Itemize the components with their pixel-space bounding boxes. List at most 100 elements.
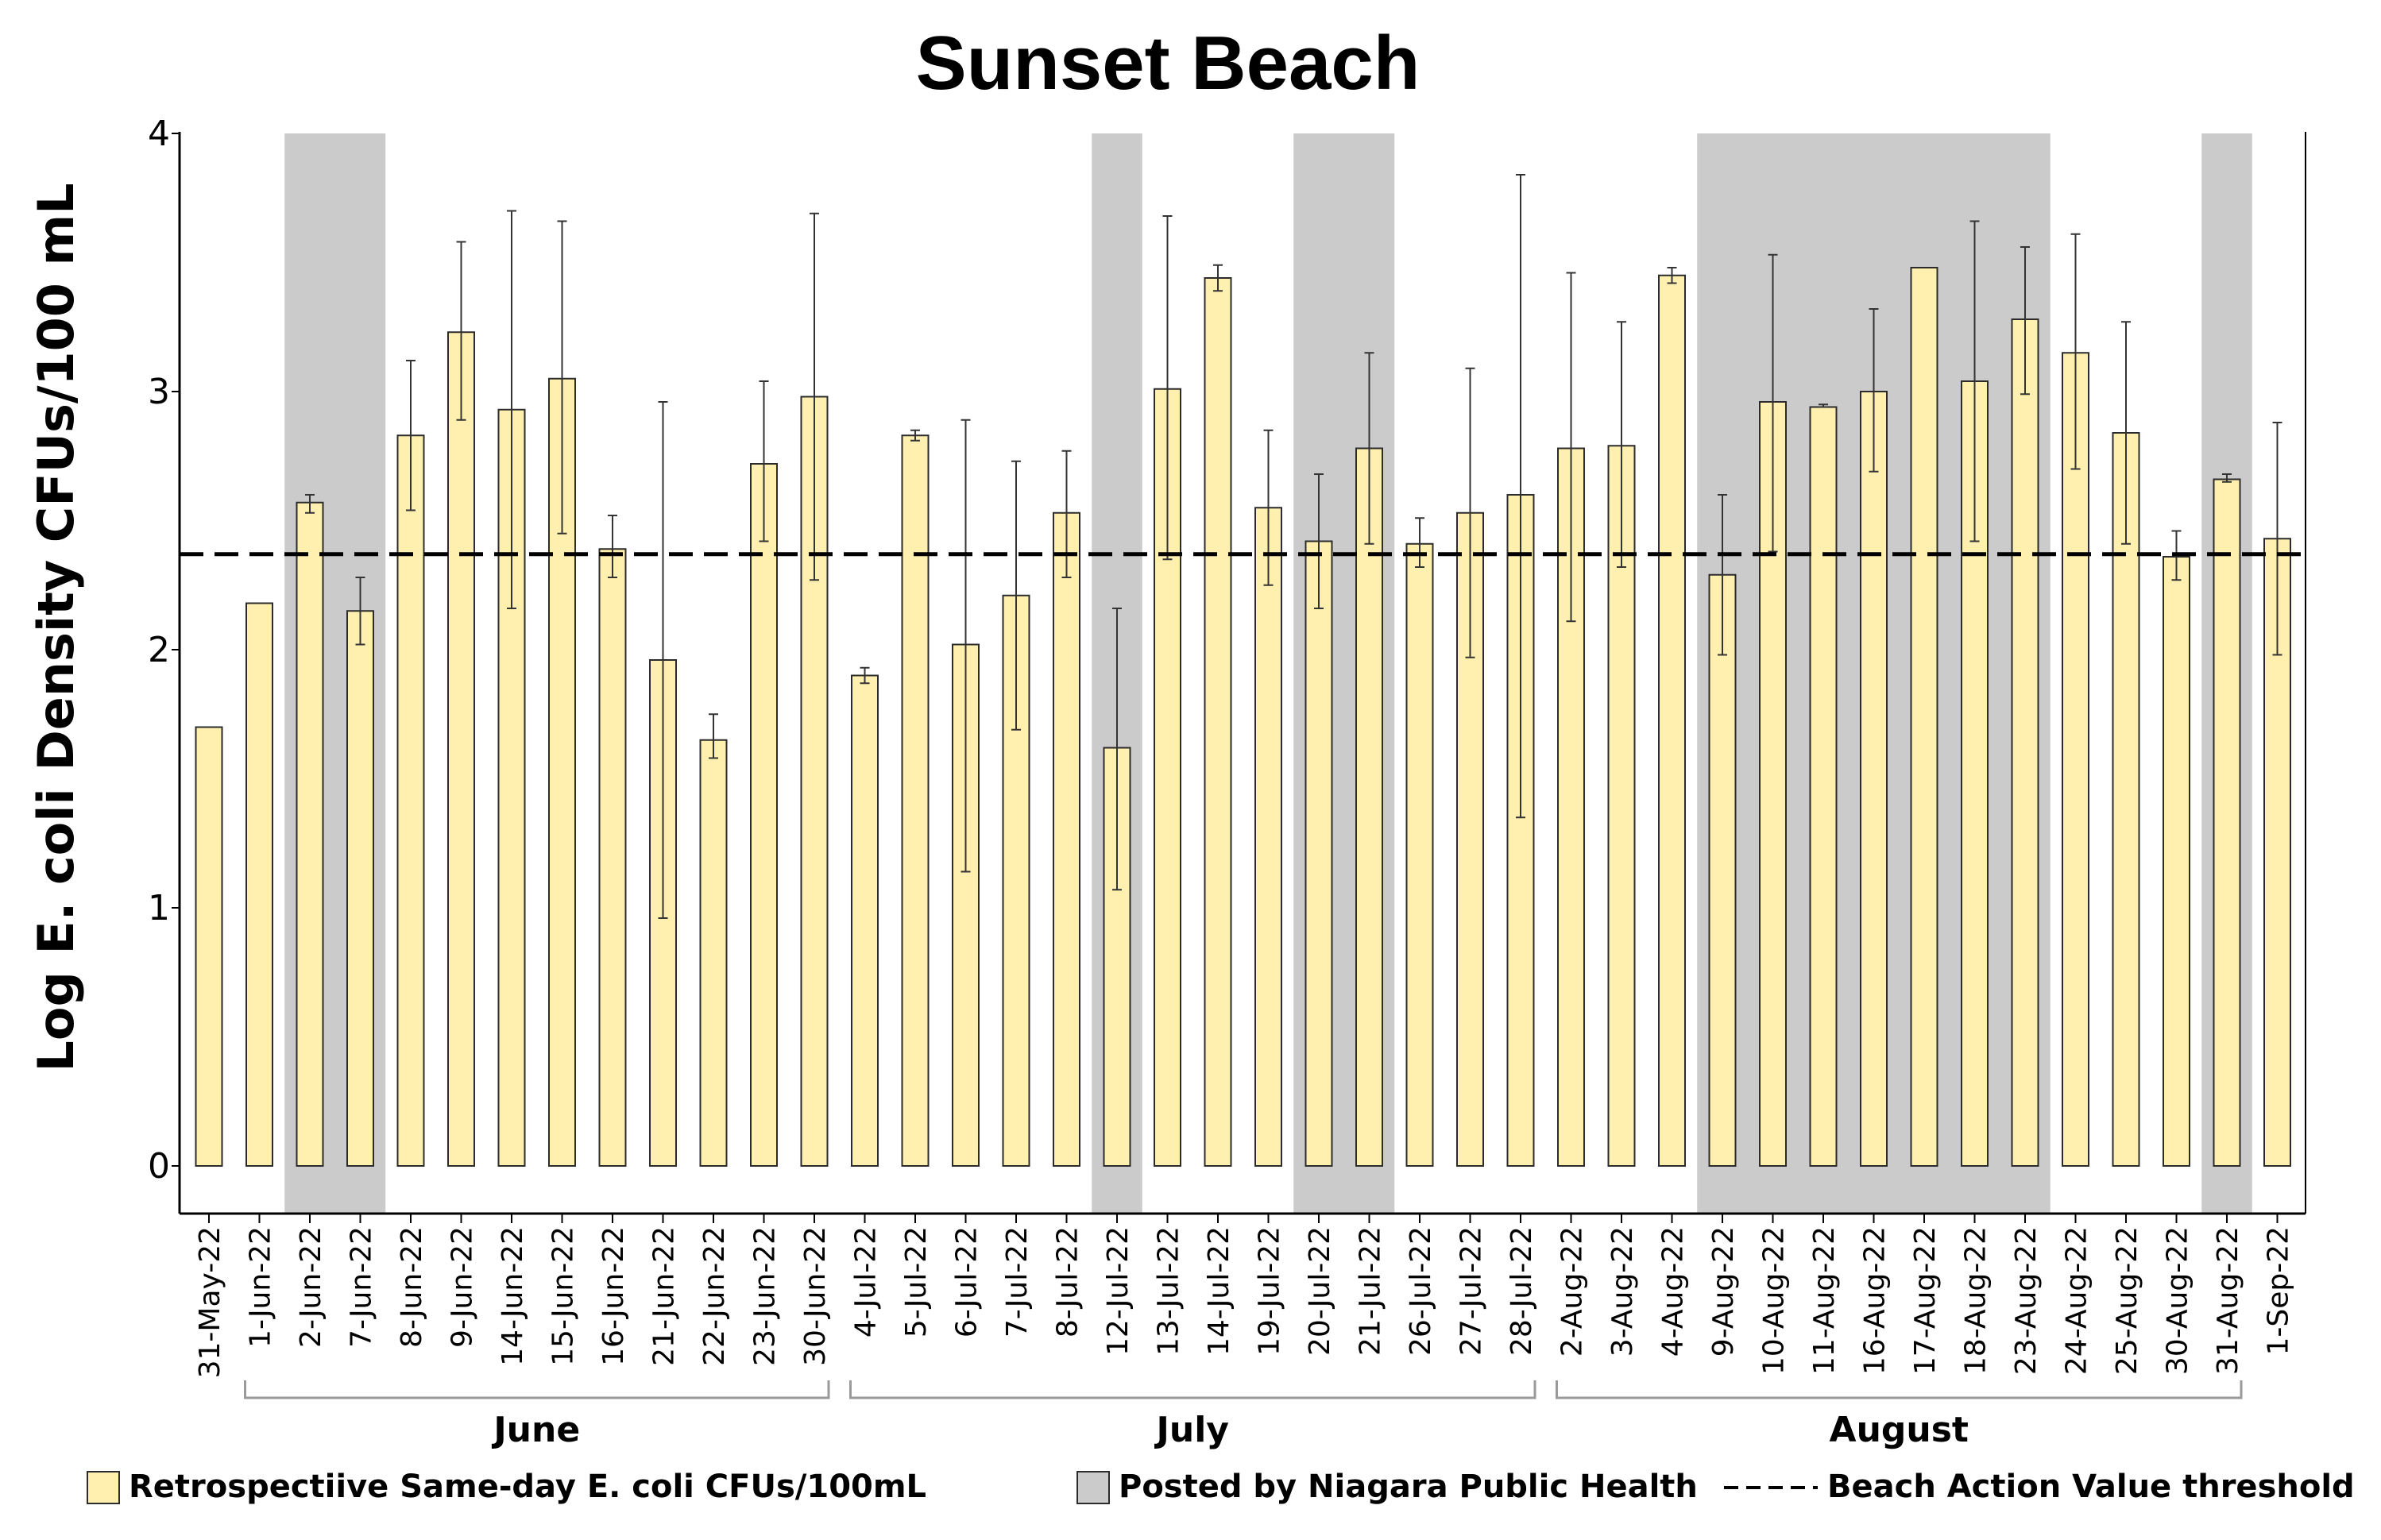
legend-label-bar: Retrospectiive Same-day E. coli CFUs/100… [129,1469,926,1505]
x-tick-label-2-jun-22: 2-Jun-22 [295,1226,327,1348]
month-bracket-august [1556,1380,2243,1399]
x-tick-label-6-jul-22: 6-Jul-22 [951,1226,984,1337]
error-bar-30-jun-22 [810,212,819,581]
x-tick-label-26-jul-22: 26-Jul-22 [1405,1226,1437,1356]
y-tick-label-0: 0 [148,1146,170,1187]
error-bar-9-jun-22 [456,241,466,421]
bar-1-jun-22 [245,602,273,1167]
y-tick-label-1: 1 [148,888,170,928]
bar-14-jul-22 [1204,277,1232,1167]
bar-11-aug-22 [1809,406,1838,1167]
month-group-june: June [244,1380,830,1450]
y-axis-label: Log E. coli Density CFUs/100 mL [27,183,85,1071]
error-bar-3-aug-22 [1617,321,1626,568]
x-tick-label-16-aug-22: 16-Aug-22 [1859,1226,1892,1375]
error-bar-20-jul-22 [1314,473,1324,609]
x-tick-label-4-jul-22: 4-Jul-22 [850,1226,883,1337]
legend-label-threshold: Beach Action Value threshold [1827,1469,2355,1505]
error-bar-24-aug-22 [2070,233,2081,470]
bar-31-may-22 [195,726,223,1167]
x-tick-label-7-jun-22: 7-Jun-22 [346,1226,378,1348]
error-bar-10-aug-22 [1768,253,1778,553]
bar-16-jun-22 [598,548,627,1167]
x-tick-label-14-jun-22: 14-Jun-22 [497,1226,529,1366]
legend: Retrospectiive Same-day E. coli CFUs/100… [87,1469,2355,1505]
error-bar-14-jul-22 [1213,264,1223,292]
x-tick-label-24-aug-22: 24-Aug-22 [2061,1226,2093,1375]
legend-swatch-bar [87,1471,120,1504]
error-bar-6-jul-22 [961,419,971,873]
bar-4-jul-22 [851,674,879,1167]
x-tick-label-16-jun-22: 16-Jun-22 [597,1226,630,1366]
x-tick-label-27-jul-22: 27-Jul-22 [1455,1226,1488,1356]
error-bar-8-jun-22 [406,360,416,511]
bar-24-aug-22 [2062,352,2089,1167]
bar-23-jun-22 [750,463,778,1167]
error-bar-14-jun-22 [507,210,516,609]
month-bracket-june [244,1380,830,1399]
x-tick-label-23-aug-22: 23-Aug-22 [2010,1226,2043,1375]
error-bar-13-jul-22 [1162,215,1173,561]
x-tick-label-10-aug-22: 10-Aug-22 [1758,1226,1791,1375]
bars-layer [195,267,2291,1167]
error-bar-4-aug-22 [1667,267,1677,284]
bar-9-jun-22 [447,331,475,1167]
bar-17-aug-22 [1910,267,1938,1167]
x-tick-label-7-jul-22: 7-Jul-22 [1001,1226,1034,1337]
error-bar-12-jul-22 [1112,608,1122,891]
error-bar-7-jul-22 [1011,460,1021,731]
error-bar-26-jul-22 [1415,517,1424,568]
x-tick-label-21-jul-22: 21-Jul-22 [1355,1226,1387,1356]
axes-layer [178,132,2306,1215]
error-bar-18-aug-22 [1969,220,1980,542]
x-tick-label-9-aug-22: 9-Aug-22 [1707,1226,1740,1357]
error-bar-23-jun-22 [759,380,769,542]
bar-4-aug-22 [1658,274,1686,1167]
error-bars-layer [305,174,2282,919]
x-tick-label-14-jul-22: 14-Jul-22 [1203,1226,1235,1356]
error-bar-8-jul-22 [1061,450,1072,578]
bar-5-jul-22 [901,434,930,1167]
x-tick-label-25-aug-22: 25-Aug-22 [2111,1226,2143,1375]
x-tick-label-3-aug-22: 3-Aug-22 [1606,1226,1639,1357]
error-bar-21-jul-22 [1364,352,1374,545]
error-bar-16-jun-22 [608,515,617,578]
bar-2-jun-22 [296,501,324,1167]
error-bar-28-jul-22 [1516,174,1525,819]
y-tick-label-4: 4 [148,114,170,154]
error-bar-15-jun-22 [557,220,567,535]
x-tick-label-5-jul-22: 5-Jul-22 [900,1226,933,1337]
error-bar-2-aug-22 [1566,272,1576,623]
bar-1-sep-22 [2263,538,2291,1167]
error-bar-21-jun-22 [658,401,668,919]
bar-22-jun-22 [699,739,728,1167]
x-tick-label-18-aug-22: 18-Aug-22 [1960,1226,1993,1375]
x-tick-label-13-jul-22: 13-Jul-22 [1153,1226,1185,1356]
x-tick-label-8-jun-22: 8-Jun-22 [396,1226,428,1348]
error-bar-27-jul-22 [1465,367,1475,658]
bar-16-aug-22 [1860,391,1888,1167]
bar-30-aug-22 [2163,556,2190,1167]
x-ticks-layer: 31-May-22 1-Jun-22 2-Jun-22 7-Jun-22 8-Jun-2… [194,1214,2295,1378]
x-tick-label-28-jul-22: 28-Jul-22 [1506,1226,1538,1356]
x-tick-label-1-jun-22: 1-Jun-22 [245,1226,277,1348]
bar-31-aug-22 [2213,478,2241,1167]
x-tick-label-30-jun-22: 30-Jun-22 [799,1226,832,1366]
chart-title: Sunset Beach [916,21,1420,106]
month-group-august: August [1556,1380,2243,1450]
x-tick-label-9-jun-22: 9-Jun-22 [446,1226,479,1348]
error-bar-4-jul-22 [860,666,870,685]
error-bar-1-sep-22 [2272,422,2282,656]
error-bar-11-aug-22 [1819,403,1828,408]
x-tick-label-23-jun-22: 23-Jun-22 [749,1226,782,1366]
x-tick-label-12-jul-22: 12-Jul-22 [1102,1226,1134,1356]
x-tick-label-2-aug-22: 2-Aug-22 [1556,1226,1589,1357]
y-tick-label-2: 2 [148,630,170,670]
error-bar-23-aug-22 [2020,246,2030,396]
bar-23-aug-22 [2011,318,2039,1167]
error-bar-19-jul-22 [1263,429,1274,586]
x-tick-label-8-jul-22: 8-Jul-22 [1052,1226,1084,1337]
error-bar-31-aug-22 [2222,473,2232,483]
bar-8-jul-22 [1053,511,1080,1167]
